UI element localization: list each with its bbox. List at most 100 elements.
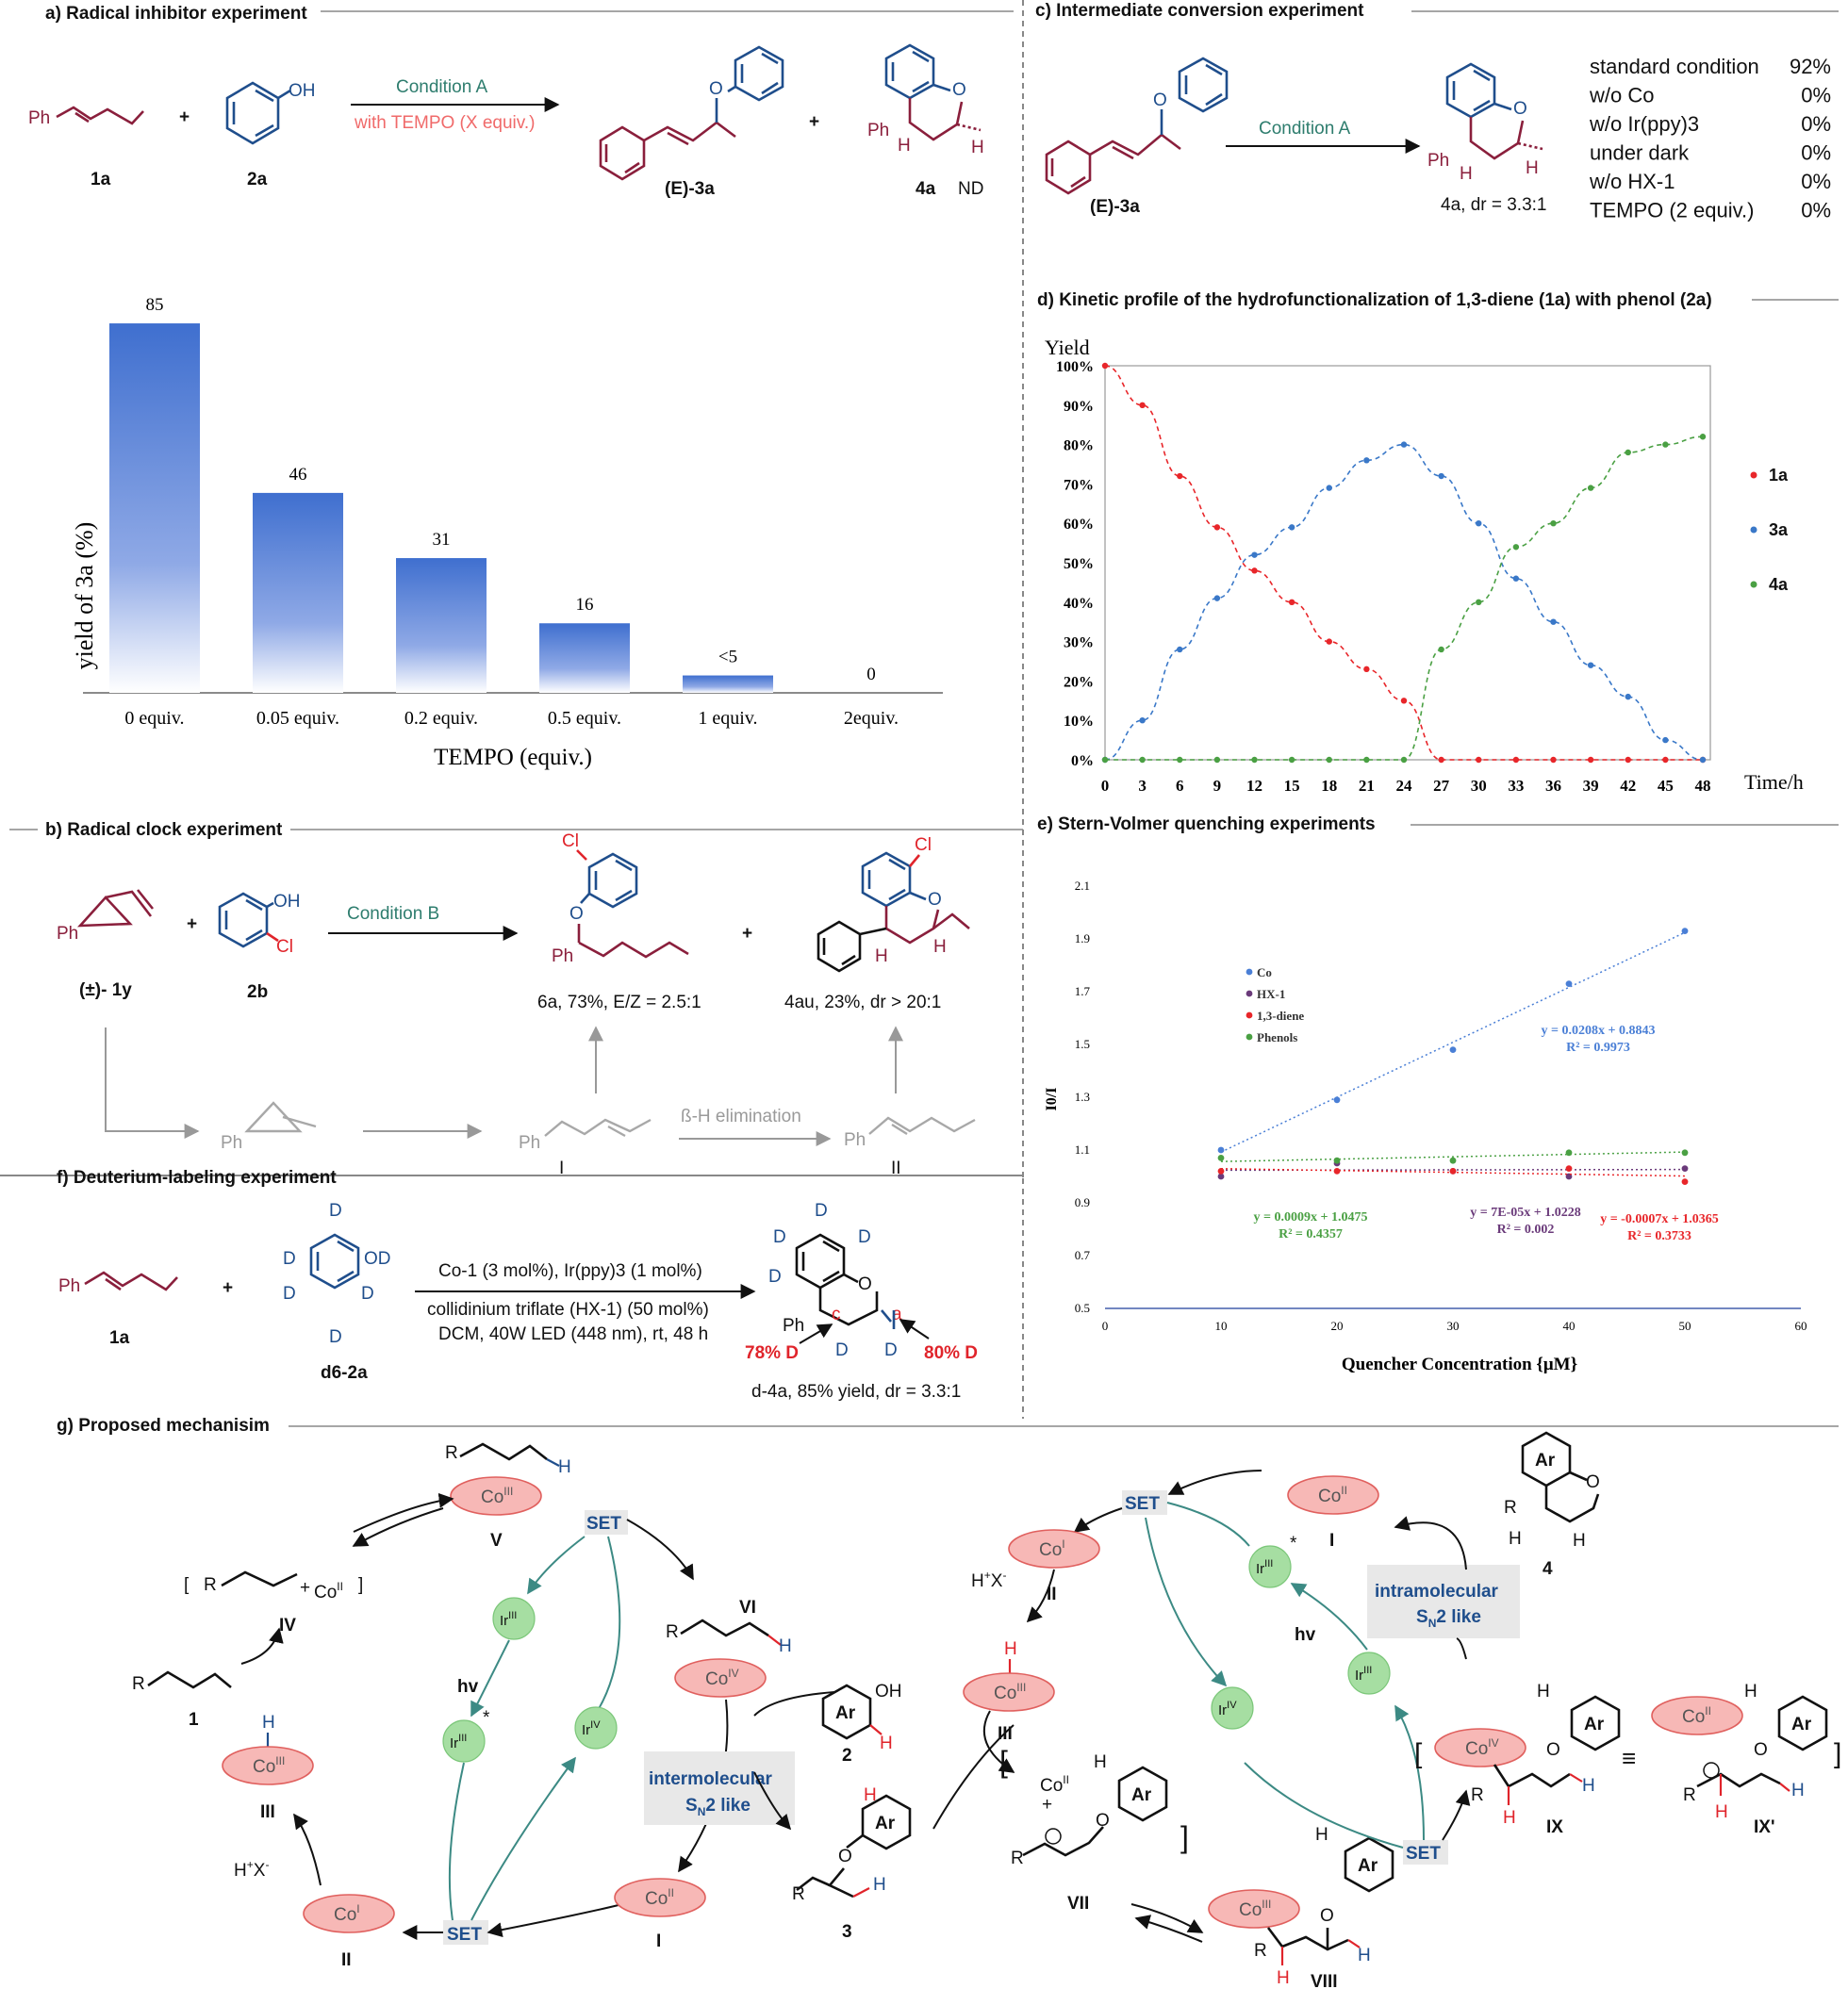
kinetic-y-tick-7: 70%	[1064, 477, 1094, 493]
svg-text:Ar: Ar	[875, 1814, 896, 1833]
bar-3	[539, 623, 630, 693]
sv-point-3-1	[1333, 1157, 1341, 1164]
product-6a-structure: Cl O Ph	[552, 831, 689, 966]
svg-text:*: *	[1290, 1534, 1297, 1553]
svg-text:II: II	[1047, 1585, 1057, 1604]
sv-fit-equation-3: y = 0.0009x + 1.0475	[1254, 1210, 1368, 1225]
product-4a-structure-c: O Ph H H	[1427, 62, 1543, 184]
svg-text:O: O	[569, 904, 584, 924]
svg-text:Ph: Ph	[58, 1276, 80, 1296]
svg-text:VI: VI	[739, 1598, 756, 1618]
kinetic-point-3a-11	[1512, 575, 1520, 582]
sv-point-3-2	[1449, 1157, 1457, 1164]
svg-text:OH: OH	[273, 892, 301, 912]
svg-text:H: H	[971, 138, 984, 157]
set-label-3: SET	[1125, 1494, 1160, 1514]
condition-a-label: Condition A	[396, 77, 488, 97]
svg-text:D: D	[361, 1284, 374, 1304]
kinetic-point-3a-3	[1213, 595, 1221, 601]
sv-legend-label-0: Co	[1257, 965, 1272, 979]
condition-row-label-4: w/o HX-1	[1589, 170, 1675, 193]
svg-text:]: ]	[1834, 1738, 1841, 1769]
svg-text:O: O	[1754, 1740, 1768, 1760]
svg-text:R: R	[666, 1622, 679, 1642]
kinetic-point-4a-7	[1363, 756, 1370, 764]
kinetic-y-tick-8: 80%	[1064, 438, 1094, 454]
svg-text:O: O	[1153, 90, 1167, 110]
kinetic-x-tick-13: 39	[1583, 777, 1599, 795]
bar-1	[253, 492, 343, 693]
svg-text:Ph: Ph	[28, 108, 50, 128]
bar-x-axis-label: TEMPO (equiv.)	[434, 745, 592, 770]
kinetic-point-4a-10	[1476, 599, 1482, 605]
kinetic-point-4a-2	[1177, 756, 1183, 764]
hv-label-2: hv	[1295, 1625, 1316, 1645]
panel-e: e) Stern-Volmer quenching experiments I0…	[1037, 814, 1839, 1374]
kinetic-point-4a-11	[1512, 544, 1520, 551]
condition-row-value-3: 0%	[1801, 141, 1831, 165]
tempo-condition-label: with TEMPO (X equiv.)	[354, 113, 535, 133]
product-3a-structure: O	[599, 45, 784, 181]
panel-d: d) Kinetic profile of the hydrofunctiona…	[1037, 290, 1839, 795]
sv-y-tick-8: 2.1	[1075, 879, 1090, 893]
svg-text:D: D	[283, 1284, 296, 1304]
sv-fit-r2-0: R² = 0.9973	[1566, 1041, 1630, 1055]
svg-text:II: II	[341, 1950, 352, 1970]
sv-fit-r2-3: R² = 0.4357	[1279, 1227, 1343, 1241]
kinetic-point-3a-10	[1476, 520, 1482, 527]
kinetic-point-4a-1	[1139, 756, 1146, 764]
svg-text:D: D	[329, 1201, 342, 1221]
product-4au-structure: Cl O H H	[817, 835, 970, 973]
kinetic-x-tick-2: 6	[1176, 777, 1184, 795]
svg-text:III: III	[260, 1802, 275, 1822]
panel-a: a) Radical inhibitor experiment Ph 1a + …	[28, 4, 1014, 770]
svg-text:+: +	[187, 914, 197, 934]
bar-category-label-0: 0 equiv.	[124, 708, 184, 729]
svg-text:H+X-: H+X-	[234, 1858, 269, 1881]
svg-text:]: ]	[358, 1575, 363, 1595]
svg-text:H: H	[1460, 164, 1473, 184]
sv-point-2-4	[1681, 1178, 1689, 1185]
kinetic-y-tick-1: 10%	[1064, 714, 1094, 730]
sv-fit-equation-0: y = 0.0208x + 0.8843	[1542, 1024, 1656, 1038]
svg-text:+: +	[223, 1278, 233, 1298]
svg-text:OH: OH	[875, 1682, 902, 1701]
svg-text:[: [	[999, 1745, 1008, 1779]
phenol-2a-structure: OH	[225, 81, 316, 145]
kinetic-point-4a-9	[1438, 646, 1444, 653]
svg-text:O: O	[858, 1274, 872, 1294]
set-label-4: SET	[1406, 1844, 1441, 1864]
kinetic-point-1a-6	[1326, 638, 1332, 645]
sv-x-tick-3: 30	[1447, 1319, 1460, 1333]
kinetic-plot-area	[1104, 365, 1711, 761]
kinetic-point-3a-13	[1587, 662, 1594, 668]
svg-text:H: H	[1004, 1639, 1017, 1659]
left-catalytic-cycle: CoIII R H V [ R + CoII ] IV R 1 H CoIII …	[132, 1442, 1015, 1970]
label-2b: 2b	[247, 982, 268, 1002]
svg-text:CoI: CoI	[1039, 1537, 1065, 1560]
diene-1a-structure-f: Ph	[58, 1271, 178, 1296]
kinetic-point-3a-12	[1550, 618, 1557, 625]
section-title-f: f) Deuterium-labeling experiment	[57, 1168, 337, 1188]
svg-text:1: 1	[189, 1710, 199, 1730]
deuterium-conditions-line3: DCM, 40W LED (448 nm), rt, 48 h	[438, 1324, 708, 1344]
svg-text:D: D	[858, 1227, 871, 1247]
svg-text:Ar: Ar	[1535, 1451, 1556, 1471]
svg-text:Ph: Ph	[783, 1316, 804, 1336]
sv-point-1-4	[1681, 1165, 1689, 1172]
substrate-3a-structure: O	[1045, 57, 1229, 195]
kinetic-legend-marker-3a	[1750, 526, 1757, 534]
not-detected-label: ND	[958, 179, 983, 199]
svg-text:H: H	[1537, 1682, 1550, 1701]
svg-text:O: O	[1586, 1472, 1600, 1492]
kinetic-point-3a-4	[1251, 551, 1258, 558]
kinetic-point-4a-8	[1400, 756, 1408, 764]
panel-c: c) Intermediate conversion experiment O …	[1035, 1, 1839, 222]
svg-text:O: O	[1096, 1811, 1110, 1831]
panel-b: b) Radical clock experiment Ph (±)- 1y +…	[9, 820, 1023, 1178]
sv-x-tick-4: 40	[1563, 1319, 1576, 1333]
kinetic-legend-marker-4a	[1750, 581, 1757, 588]
kinetic-point-1a-4	[1251, 567, 1258, 574]
svg-text:H: H	[873, 1875, 886, 1895]
